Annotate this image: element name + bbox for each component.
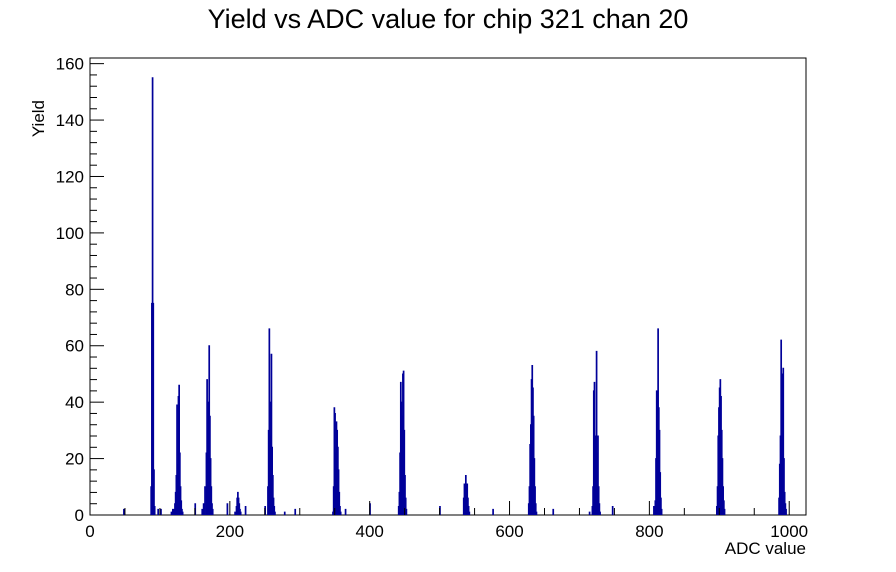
chart-title: Yield vs ADC value for chip 321 chan 20: [208, 4, 689, 34]
histogram-bin: [344, 508, 347, 515]
histogram-bin: [202, 503, 205, 515]
histogram-bin: [151, 77, 154, 515]
x-axis: 0 200 400 600 800 1000: [85, 501, 808, 541]
histogram-bin: [274, 511, 276, 515]
plot-frame: [89, 57, 807, 516]
histogram-bin: [598, 503, 601, 515]
histogram-bin: [783, 458, 785, 515]
y-axis: 0 20 40 60 80 100 120 140 160: [56, 55, 104, 525]
histogram-bin: [403, 429, 406, 515]
x-tick-label: 400: [356, 522, 384, 541]
histogram-bin: [611, 506, 614, 515]
histogram-bin: [535, 511, 538, 515]
y-tick-label: 140: [56, 111, 84, 130]
histogram-bin: [273, 506, 276, 515]
histogram-bin: [283, 511, 286, 515]
histogram-bin: [211, 508, 214, 515]
histogram-bin: [659, 472, 662, 515]
histogram-bin: [534, 486, 536, 515]
histogram-bin: [172, 508, 174, 515]
histogram-bin: [597, 435, 599, 515]
y-tick-label: 80: [65, 280, 84, 299]
histogram-bin: [244, 506, 247, 515]
histogram-bin: [405, 508, 408, 515]
histogram-bin: [180, 500, 183, 515]
histogram-bin: [271, 475, 274, 515]
histogram-bin: [595, 350, 598, 515]
histogram-bin: [178, 384, 180, 515]
histogram-bin: [599, 511, 601, 515]
histogram-bin: [723, 508, 726, 515]
histogram-bin: [404, 475, 406, 515]
histogram-bin: [492, 508, 494, 515]
y-tick-label: 120: [56, 167, 84, 186]
histogram-bin: [226, 503, 229, 515]
histogram-bin: [660, 497, 662, 515]
x-tick-label: 800: [635, 522, 663, 541]
x-tick-label: 600: [495, 522, 523, 541]
y-tick-label: 20: [65, 450, 84, 469]
x-tick-label: 1000: [770, 522, 808, 541]
histogram-bin: [468, 511, 471, 515]
histogram-bin: [153, 469, 155, 515]
histogram-bin: [157, 508, 160, 515]
histogram-bin: [179, 452, 181, 515]
histogram-bin: [588, 511, 591, 515]
x-tick-label: 0: [85, 522, 94, 541]
x-tick-label: 200: [216, 522, 244, 541]
y-tick-label: 0: [75, 506, 84, 525]
histogram-bin: [785, 508, 787, 515]
y-tick-label: 100: [56, 224, 84, 243]
histogram-bin: [170, 511, 173, 515]
histogram-bars: [123, 77, 787, 515]
y-axis-label: Yield: [29, 100, 48, 137]
histogram-bin: [270, 353, 273, 515]
x-axis-label: ADC value: [725, 539, 806, 558]
histogram-bin: [210, 486, 213, 515]
histogram-bin: [234, 511, 236, 515]
histogram-bin: [201, 508, 204, 515]
y-tick-label: 60: [65, 337, 84, 356]
histogram-bin: [339, 506, 341, 515]
histogram-bin: [660, 508, 663, 515]
histogram-bin: [176, 404, 178, 515]
histogram-bin: [780, 339, 783, 515]
histogram-bin: [152, 302, 155, 515]
histogram-bin: [338, 491, 341, 515]
histogram-bin: [782, 367, 785, 515]
y-tick-label: 40: [65, 393, 84, 412]
histogram-bin: [160, 508, 162, 515]
histogram-bin: [123, 508, 125, 515]
histogram-bin: [534, 503, 537, 515]
y-tick-label: 160: [56, 55, 84, 74]
histogram-bin: [239, 511, 242, 515]
histogram-bin: [722, 500, 725, 515]
histogram-bin: [597, 486, 600, 515]
histogram-bin: [294, 508, 297, 515]
histogram-bin: [552, 508, 555, 515]
histogram-bin: [181, 511, 184, 515]
histogram-bin: [653, 506, 655, 515]
histogram-bin: [339, 511, 342, 515]
histogram-bin: [467, 506, 470, 515]
histogram-bin: [404, 497, 407, 515]
histogram-bin: [204, 486, 206, 515]
histogram-bin: [153, 506, 156, 515]
